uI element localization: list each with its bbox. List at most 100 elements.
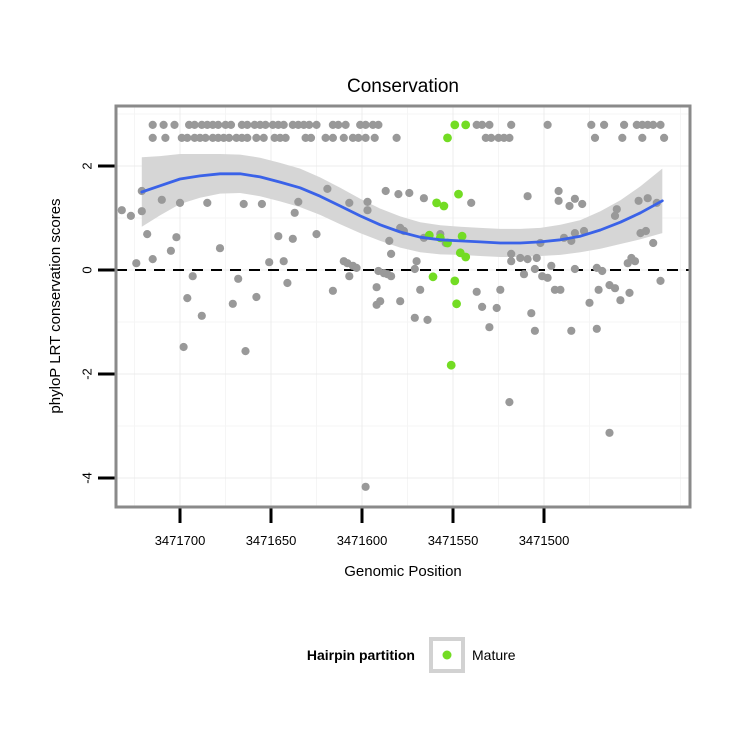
data-point — [570, 194, 580, 203]
data-point — [241, 347, 250, 356]
data-point — [183, 294, 192, 303]
data-point — [630, 257, 640, 266]
data-point — [392, 133, 401, 142]
data-point — [172, 233, 181, 242]
data-point — [361, 120, 370, 129]
x-tick-label: 3471700 — [155, 533, 206, 548]
data-point — [148, 133, 157, 142]
data-point — [341, 120, 350, 129]
data-point — [265, 258, 274, 267]
data-point — [543, 273, 552, 282]
data-point — [143, 230, 152, 239]
data-point — [656, 276, 665, 285]
data-point — [492, 303, 501, 313]
data-point — [547, 261, 556, 270]
data-point — [361, 482, 370, 491]
data-point — [387, 272, 396, 281]
data-point — [279, 257, 288, 266]
data-point — [188, 272, 197, 281]
data-point — [161, 133, 170, 142]
legend-title: Hairpin partition — [307, 647, 415, 663]
data-point — [305, 120, 314, 129]
data-point — [554, 186, 563, 196]
x-tick-label: 3471600 — [337, 533, 388, 548]
data-point — [496, 285, 505, 294]
data-point — [334, 120, 343, 129]
data-point — [261, 120, 270, 129]
data-point — [126, 211, 135, 220]
data-point — [396, 297, 405, 306]
data-point — [432, 198, 441, 208]
data-point — [294, 197, 303, 206]
data-point — [530, 264, 540, 274]
data-point — [443, 133, 452, 143]
data-point — [410, 264, 419, 274]
data-point — [605, 428, 614, 437]
data-point — [660, 133, 669, 142]
data-point — [345, 272, 354, 281]
legend: Hairpin partition Mature — [307, 637, 516, 673]
data-point — [600, 120, 609, 129]
x-tick-label: 3471650 — [246, 533, 297, 548]
data-point — [363, 206, 372, 215]
data-point — [592, 324, 601, 333]
x-tick-label: 3471500 — [519, 533, 570, 548]
data-point — [387, 249, 396, 258]
data-point — [616, 296, 625, 305]
x-axis-title: Genomic Position — [344, 563, 462, 580]
data-point — [416, 285, 425, 294]
x-tick-label: 3471550 — [428, 533, 479, 548]
y-tick-label: -4 — [79, 472, 94, 484]
data-point — [288, 234, 297, 243]
data-point — [243, 133, 252, 142]
data-point — [507, 257, 516, 266]
data-point — [516, 253, 525, 263]
data-point — [428, 272, 438, 282]
data-point — [527, 309, 536, 318]
data-point — [234, 274, 243, 283]
y-tick-label: 0 — [79, 266, 94, 273]
data-point — [587, 120, 596, 129]
y-axis-title: phyloP LRT conservation scores — [47, 198, 64, 413]
data-point — [190, 120, 199, 129]
data-point — [252, 292, 261, 302]
data-point — [166, 246, 175, 255]
data-point — [215, 244, 225, 253]
data-point — [281, 133, 290, 142]
y-tick-label: -2 — [79, 368, 94, 380]
data-point — [656, 120, 665, 129]
data-point — [570, 229, 580, 238]
axes: 2 0 -2 -4 3471700 3471650 3471600 3471550 347150… — [79, 162, 569, 548]
data-point — [372, 283, 381, 292]
data-point — [638, 133, 647, 142]
data-point — [585, 298, 594, 307]
data-point — [201, 133, 210, 142]
scatter-points-background — [117, 120, 669, 491]
data-point — [450, 120, 460, 130]
data-point — [570, 264, 580, 274]
data-point — [370, 133, 379, 142]
data-point — [478, 120, 487, 129]
data-point — [243, 120, 252, 129]
data-point — [306, 133, 316, 142]
panel-border — [114, 104, 692, 509]
data-point — [620, 120, 629, 129]
data-point — [565, 201, 574, 211]
data-point — [446, 360, 456, 370]
data-point — [519, 270, 529, 279]
plot-area: 2 0 -2 -4 3471700 3471650 3471600 3471550 347150… — [79, 104, 692, 548]
data-point — [618, 133, 627, 142]
data-point — [452, 299, 461, 309]
data-point — [148, 120, 157, 129]
data-point — [283, 278, 292, 288]
data-point — [634, 196, 643, 205]
data-point — [137, 207, 146, 216]
smooth-line — [140, 172, 664, 245]
data-point — [478, 302, 487, 311]
data-point — [610, 284, 620, 293]
data-point — [423, 315, 432, 324]
scatter-points-mature — [424, 120, 471, 370]
data-point — [363, 197, 372, 206]
data-point — [228, 299, 237, 308]
data-point — [472, 287, 481, 296]
